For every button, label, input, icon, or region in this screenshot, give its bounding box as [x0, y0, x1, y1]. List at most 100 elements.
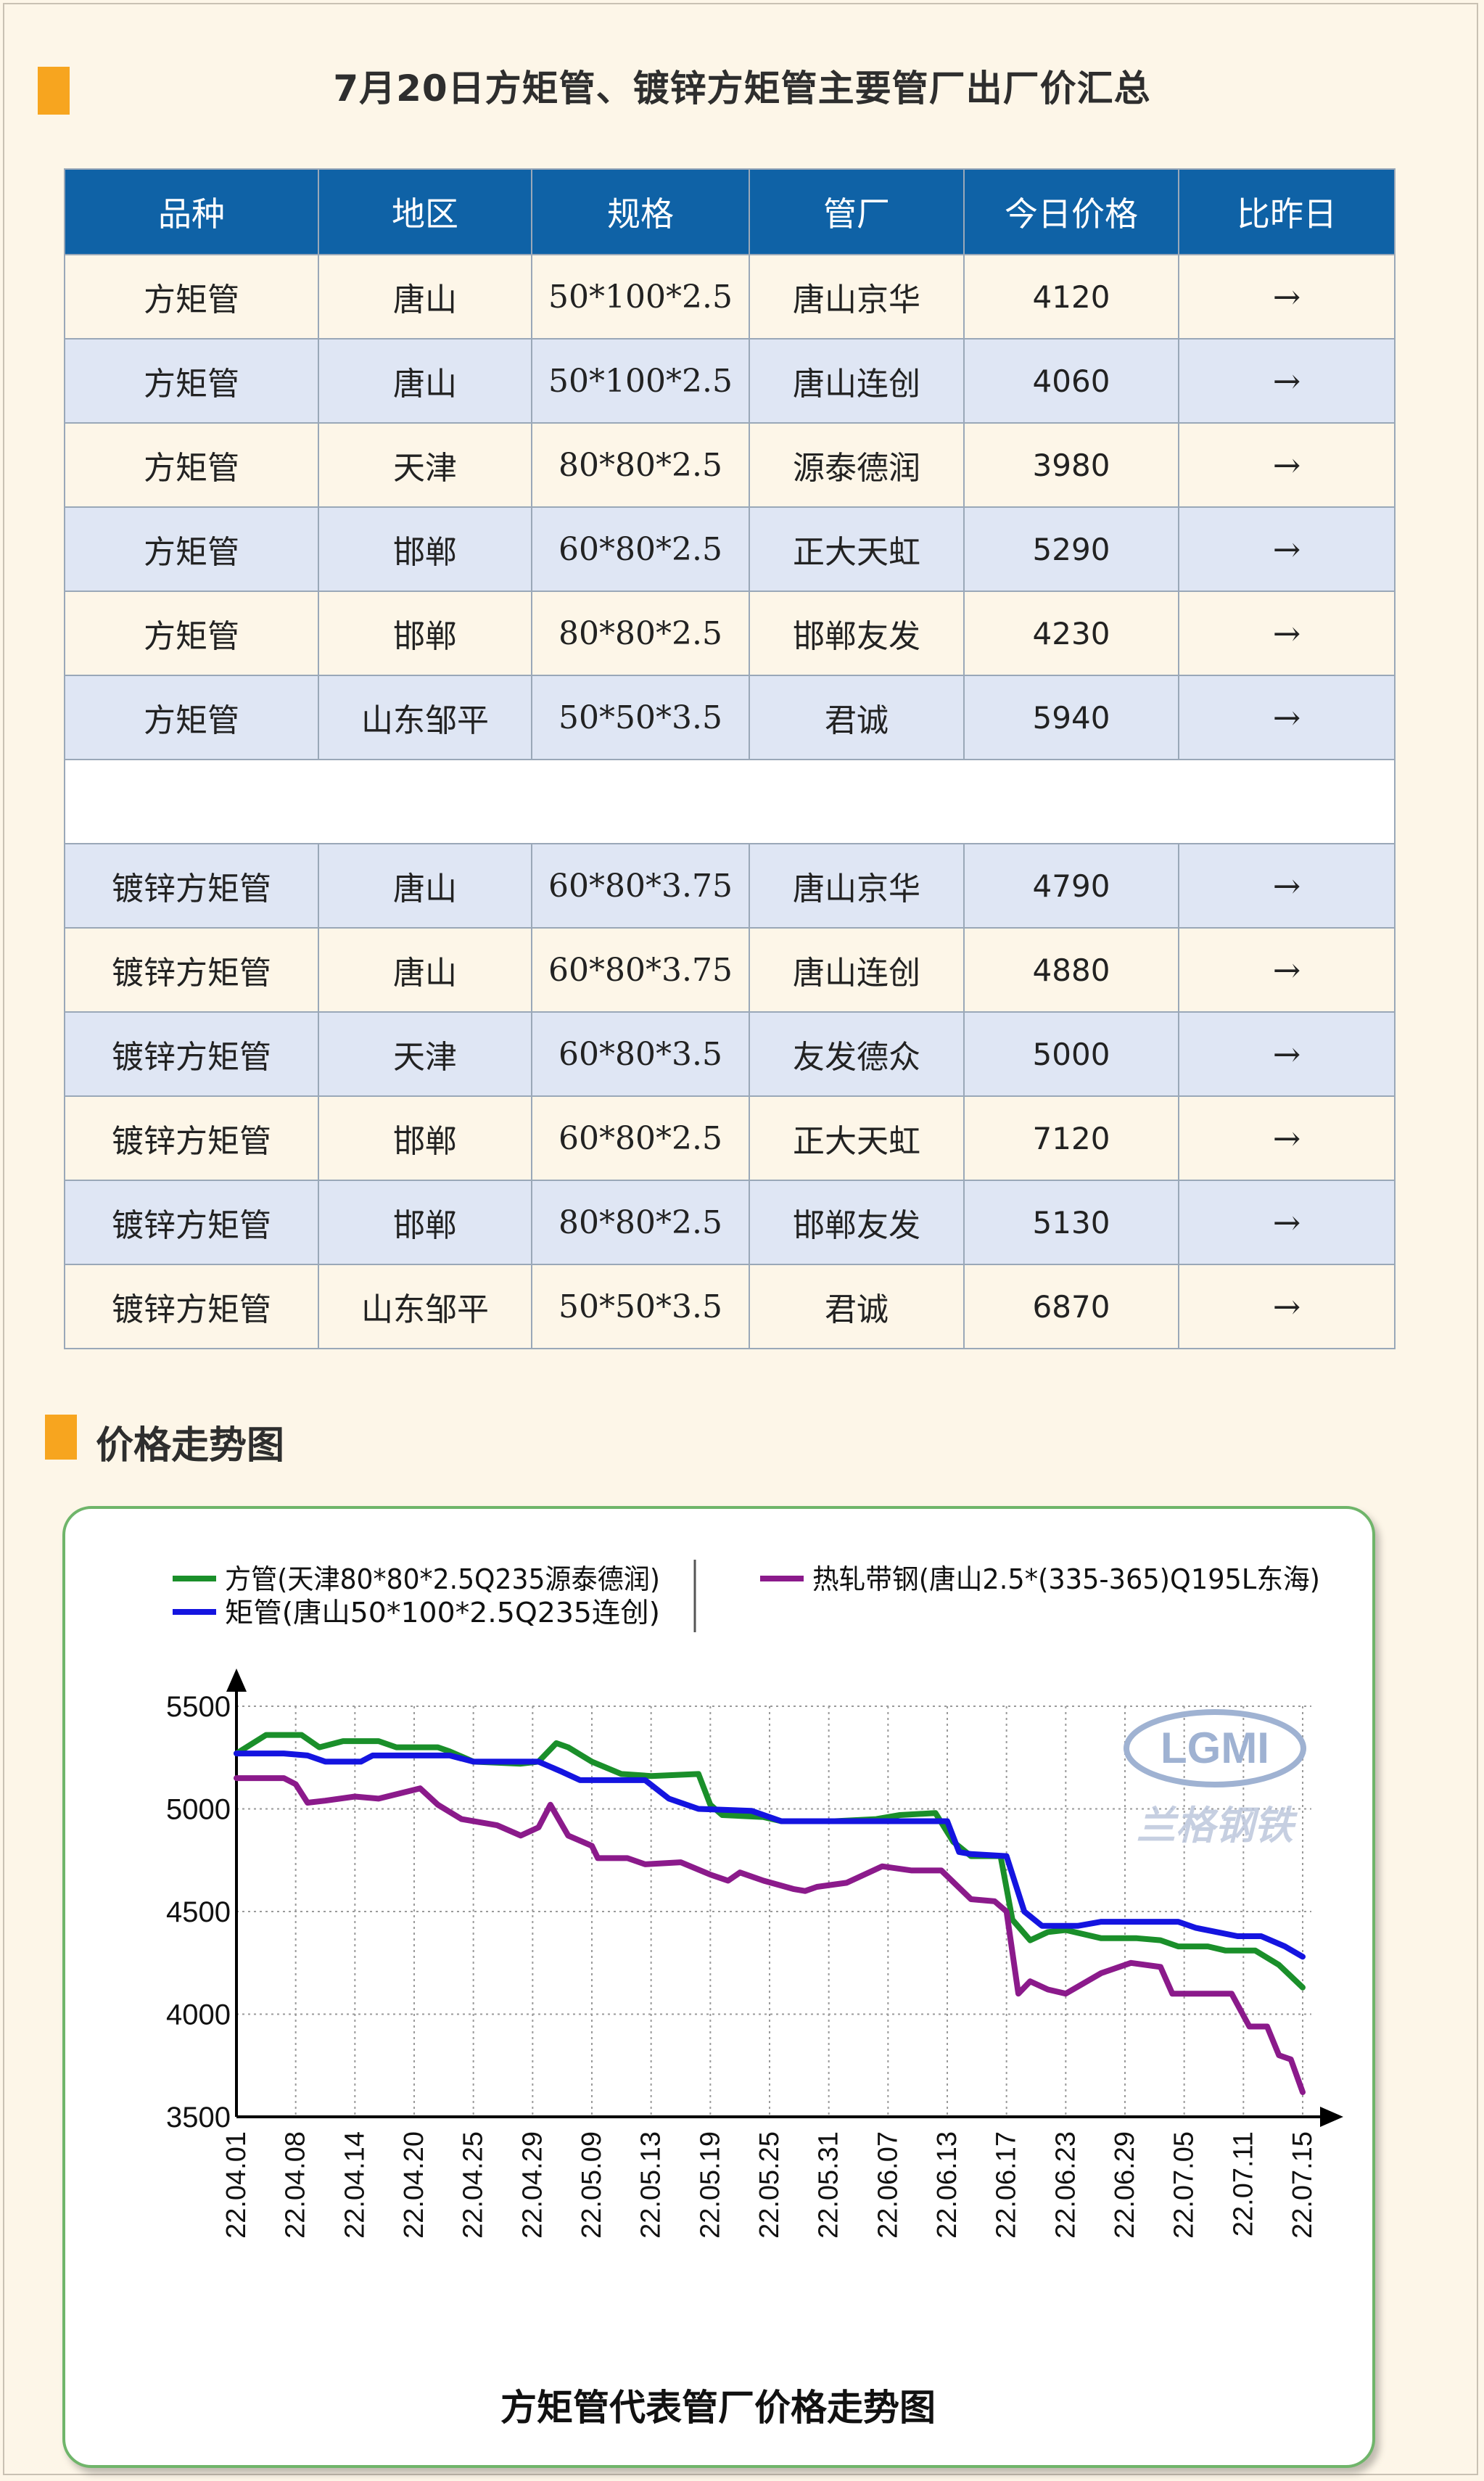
- cell-mill: 唐山连创: [749, 338, 965, 424]
- watermark-logo-ring: [1124, 1709, 1306, 1787]
- cell-variety: 方矩管: [64, 675, 319, 760]
- chart-card: LGMI 兰格钢铁 5500 5000 4500 4000 3500 22.04.01 22.0…: [62, 1506, 1375, 2468]
- cell-spec: 60*80*2.5: [531, 1095, 750, 1181]
- cell-change: →: [1178, 675, 1396, 760]
- cell-change: →: [1178, 338, 1396, 424]
- x-tick-label: 22.04.14: [339, 2131, 370, 2239]
- col-header-variety: 品种: [64, 168, 319, 255]
- y-tick-label: 4000: [166, 1999, 231, 2031]
- cell-price: 3980: [963, 422, 1179, 508]
- x-tick-label: 22.05.13: [636, 2131, 667, 2239]
- cell-change: →: [1178, 1095, 1396, 1181]
- cell-spec: 60*80*2.5: [531, 506, 750, 592]
- cell-mill: 君诚: [749, 675, 965, 760]
- cell-variety: 方矩管: [64, 254, 319, 340]
- y-tick-label: 3500: [166, 2102, 231, 2134]
- cell-variety: 方矩管: [64, 506, 319, 592]
- cell-mill: 邯郸友发: [749, 1180, 965, 1265]
- cell-change: →: [1178, 591, 1396, 676]
- series-line-2: [234, 1775, 1306, 2095]
- cell-change: →: [1178, 422, 1396, 508]
- cell-variety: 镀锌方矩管: [64, 1011, 319, 1097]
- cell-variety: 方矩管: [64, 591, 319, 676]
- cell-variety: 镀锌方矩管: [64, 927, 319, 1013]
- table-row: 方矩管 邯郸 60*80*2.5 正大天虹 5290 →: [64, 506, 1396, 592]
- cell-change: →: [1178, 1180, 1396, 1265]
- cell-region: 唐山: [318, 254, 532, 340]
- cell-price: 4120: [963, 254, 1179, 340]
- watermark-logo-text: LGMI: [1161, 1724, 1269, 1772]
- legend-label: 方管(天津80*80*2.5Q235源泰德润): [225, 1563, 660, 1595]
- cell-price: 5940: [963, 675, 1179, 760]
- cell-region: 山东邹平: [318, 675, 532, 760]
- cell-change: →: [1178, 254, 1396, 340]
- x-tick-label: 22.05.19: [695, 2131, 725, 2239]
- cell-spec: 60*80*3.5: [531, 1011, 750, 1097]
- col-header-mill: 管厂: [749, 168, 965, 255]
- cell-mill: 源泰德润: [749, 422, 965, 508]
- x-tick-label: 22.04.29: [517, 2131, 548, 2239]
- x-tick-label: 22.06.13: [932, 2131, 962, 2239]
- table-row: 方矩管 山东邹平 50*50*3.5 君诚 5940 →: [64, 675, 1396, 760]
- cell-mill: 正大天虹: [749, 1095, 965, 1181]
- x-tick-label: 22.05.25: [754, 2131, 785, 2239]
- col-header-change: 比昨日: [1178, 168, 1396, 255]
- cell-spec: 50*100*2.5: [531, 338, 750, 424]
- table-row: 镀锌方矩管 邯郸 80*80*2.5 邯郸友发 5130 →: [64, 1180, 1396, 1265]
- table-row: 镀锌方矩管 唐山 60*80*3.75 唐山京华 4790 →: [64, 843, 1396, 929]
- cell-variety: 镀锌方矩管: [64, 843, 319, 929]
- cell-change: →: [1178, 927, 1396, 1013]
- table-row: 镀锌方矩管 唐山 60*80*3.75 唐山连创 4880 →: [64, 927, 1396, 1013]
- x-tick-label: 22.04.20: [399, 2131, 429, 2239]
- cell-variety: 镀锌方矩管: [64, 1264, 319, 1349]
- table-row: 方矩管 唐山 50*100*2.5 唐山京华 4120 →: [64, 254, 1396, 340]
- cell-price: 5130: [963, 1180, 1179, 1265]
- page-title: 7月20日方矩管、镀锌方矩管主要管厂出厂价汇总: [333, 67, 1151, 110]
- cell-mill: 君诚: [749, 1264, 965, 1349]
- cell-price: 4230: [963, 591, 1179, 676]
- y-tick-label: 5000: [166, 1794, 231, 1826]
- cell-price: 4060: [963, 338, 1179, 424]
- cell-price: 4880: [963, 927, 1179, 1013]
- cell-region: 唐山: [318, 338, 532, 424]
- cell-region: 山东邹平: [318, 1264, 532, 1349]
- series-line-1: [234, 1750, 1306, 1960]
- cell-spec: 60*80*3.75: [531, 843, 750, 929]
- cell-region: 唐山: [318, 927, 532, 1013]
- cell-price: 4790: [963, 843, 1179, 929]
- cell-region: 唐山: [318, 843, 532, 929]
- x-tick-label: 22.04.08: [281, 2131, 311, 2239]
- table-header-row: 品种 地区 规格 管厂 今日价格 比昨日: [64, 168, 1396, 255]
- cell-variety: 方矩管: [64, 422, 319, 508]
- table-row: 方矩管 邯郸 80*80*2.5 邯郸友发 4230 →: [64, 591, 1396, 676]
- table-row: 方矩管 唐山 50*100*2.5 唐山连创 4060 →: [64, 338, 1396, 424]
- cell-change: →: [1178, 1264, 1396, 1349]
- col-header-price: 今日价格: [963, 168, 1179, 255]
- x-tick-label: 22.06.23: [1050, 2131, 1081, 2239]
- col-header-spec: 规格: [531, 168, 750, 255]
- section-title: 价格走势图: [96, 1424, 285, 1468]
- table-row: 镀锌方矩管 山东邹平 50*50*3.5 君诚 6870 →: [64, 1264, 1396, 1349]
- cell-mill: 唐山连创: [749, 927, 965, 1013]
- x-tick-label: 22.04.25: [458, 2131, 489, 2239]
- cell-variety: 方矩管: [64, 338, 319, 424]
- x-tick-label: 22.04.01: [221, 2131, 252, 2239]
- cell-mill: 友发德众: [749, 1011, 965, 1097]
- cell-region: 邯郸: [318, 1180, 532, 1265]
- legend-label: 矩管(唐山50*100*2.5Q235连创): [225, 1597, 660, 1629]
- watermark-brand-text: 兰格钢铁: [1137, 1802, 1298, 1848]
- price-table: 品种 地区 规格 管厂 今日价格 比昨日 方矩管 唐山 50*100*2.5 唐山京华…: [64, 168, 1396, 1349]
- cell-change: →: [1178, 1011, 1396, 1097]
- cell-price: 5290: [963, 506, 1179, 592]
- section-marker-2: [45, 1415, 77, 1460]
- section-marker: [38, 67, 70, 115]
- cell-spec: 50*50*3.5: [531, 1264, 750, 1349]
- cell-spec: 80*80*2.5: [531, 422, 750, 508]
- x-tick-label: 22.07.11: [1228, 2131, 1258, 2237]
- cell-region: 邯郸: [318, 506, 532, 592]
- page-frame: [3, 3, 1478, 2475]
- cell-mill: 唐山京华: [749, 843, 965, 929]
- cell-mill: 正大天虹: [749, 506, 965, 592]
- legend-label: 热轧带钢(唐山2.5*(335-365)Q195L东海): [812, 1563, 1320, 1595]
